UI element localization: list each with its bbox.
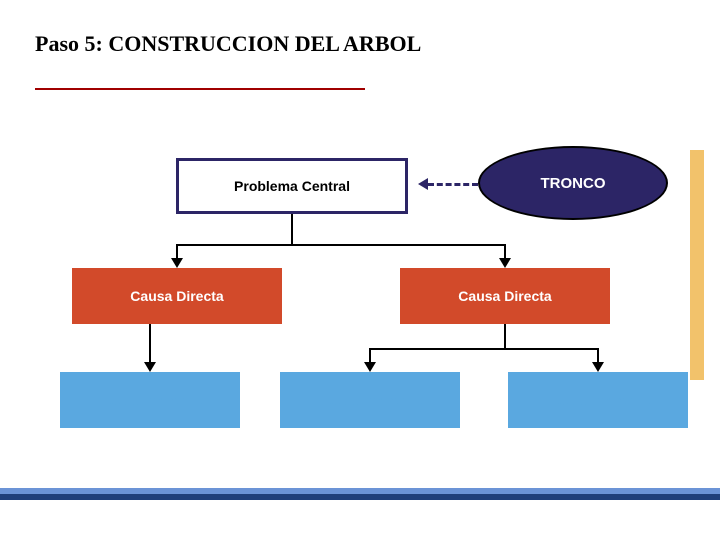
causa-indirecta-2: Causa Indirecta (280, 372, 460, 428)
problema-central-box: Problema Central (176, 158, 408, 214)
causa-indirecta-3: Causa Indirecta (508, 372, 688, 428)
arrowhead-down-icon (144, 362, 156, 372)
connector-line (176, 244, 178, 258)
causa-directa-right-label: Causa Directa (400, 288, 610, 304)
tronco-ellipse: TRONCO (478, 146, 668, 220)
connector-line (597, 348, 599, 362)
connector-line (369, 348, 371, 362)
footer-line-dark (0, 494, 720, 500)
arrowhead-down-icon (592, 362, 604, 372)
causa-directa-left: Causa Directa (72, 268, 282, 324)
tronco-label: TRONCO (480, 175, 666, 192)
arrowhead-left-icon (418, 178, 428, 190)
side-accent-bar (690, 150, 704, 380)
connector-line (176, 244, 506, 246)
arrowhead-down-icon (171, 258, 183, 268)
causa-indirecta-2-label: Causa Indirecta (280, 392, 460, 408)
causa-indirecta-3-label: Causa Indirecta (508, 392, 688, 408)
arrowhead-down-icon (364, 362, 376, 372)
slide-title: Paso 5: CONSTRUCCION DEL ARBOL (35, 30, 435, 58)
connector-dashed (428, 183, 478, 186)
problema-central-label: Problema Central (179, 178, 405, 194)
connector-line (291, 214, 293, 244)
connector-line (149, 324, 151, 362)
connector-line (369, 348, 599, 350)
slide-title-text: Paso 5: CONSTRUCCION DEL ARBOL (35, 31, 421, 56)
causa-indirecta-1-label: Causa Indirecta (60, 392, 240, 408)
connector-line (504, 244, 506, 258)
connector-line (504, 324, 506, 348)
title-underline (35, 88, 365, 90)
causa-directa-left-label: Causa Directa (72, 288, 282, 304)
arrowhead-down-icon (499, 258, 511, 268)
causa-directa-right: Causa Directa (400, 268, 610, 324)
causa-indirecta-1: Causa Indirecta (60, 372, 240, 428)
